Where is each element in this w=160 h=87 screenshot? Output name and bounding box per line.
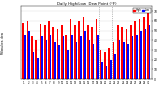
- Bar: [74, 25, 76, 79]
- Legend: High, Low: High, Low: [133, 8, 151, 13]
- Bar: [96, 19, 97, 79]
- Bar: [127, 44, 129, 79]
- Bar: [84, 31, 86, 79]
- Bar: [100, 50, 101, 79]
- Bar: [67, 50, 69, 79]
- Bar: [57, 29, 58, 79]
- Bar: [126, 29, 127, 79]
- Bar: [93, 44, 95, 79]
- Bar: [52, 27, 54, 79]
- Bar: [110, 60, 112, 79]
- Bar: [40, 24, 41, 79]
- Bar: [101, 62, 103, 79]
- Bar: [104, 52, 106, 79]
- Bar: [41, 36, 43, 79]
- Bar: [45, 40, 47, 79]
- Bar: [147, 11, 149, 79]
- Bar: [80, 36, 82, 79]
- Bar: [119, 40, 120, 79]
- Bar: [121, 27, 123, 79]
- Bar: [87, 25, 88, 79]
- Bar: [63, 36, 64, 79]
- Bar: [76, 42, 77, 79]
- Bar: [31, 36, 33, 79]
- Bar: [88, 40, 90, 79]
- Bar: [117, 25, 119, 79]
- Bar: [149, 25, 150, 79]
- Bar: [139, 19, 140, 79]
- Bar: [24, 35, 26, 79]
- Bar: [144, 29, 146, 79]
- Bar: [28, 31, 30, 79]
- Bar: [83, 17, 84, 79]
- Bar: [134, 21, 136, 79]
- Bar: [35, 40, 37, 79]
- Bar: [91, 27, 93, 79]
- Bar: [48, 21, 50, 79]
- Bar: [108, 48, 110, 79]
- Bar: [50, 35, 52, 79]
- Bar: [65, 35, 67, 79]
- Bar: [130, 25, 132, 79]
- Bar: [132, 36, 133, 79]
- Bar: [54, 42, 56, 79]
- Title: Daily High/Low  Dew Point (°F): Daily High/Low Dew Point (°F): [57, 2, 116, 6]
- Bar: [44, 25, 45, 79]
- Bar: [113, 42, 114, 79]
- Bar: [27, 21, 28, 79]
- Bar: [70, 19, 71, 79]
- Bar: [58, 45, 60, 79]
- Text: Milwaukee, dew: Milwaukee, dew: [1, 32, 5, 54]
- Bar: [140, 31, 142, 79]
- Bar: [78, 21, 80, 79]
- Bar: [136, 35, 138, 79]
- Bar: [71, 35, 73, 79]
- Bar: [97, 35, 99, 79]
- Bar: [61, 25, 63, 79]
- Bar: [33, 52, 34, 79]
- Bar: [22, 23, 24, 79]
- Bar: [114, 54, 116, 79]
- Bar: [143, 17, 144, 79]
- Bar: [37, 58, 39, 79]
- Bar: [106, 66, 107, 79]
- Bar: [123, 42, 125, 79]
